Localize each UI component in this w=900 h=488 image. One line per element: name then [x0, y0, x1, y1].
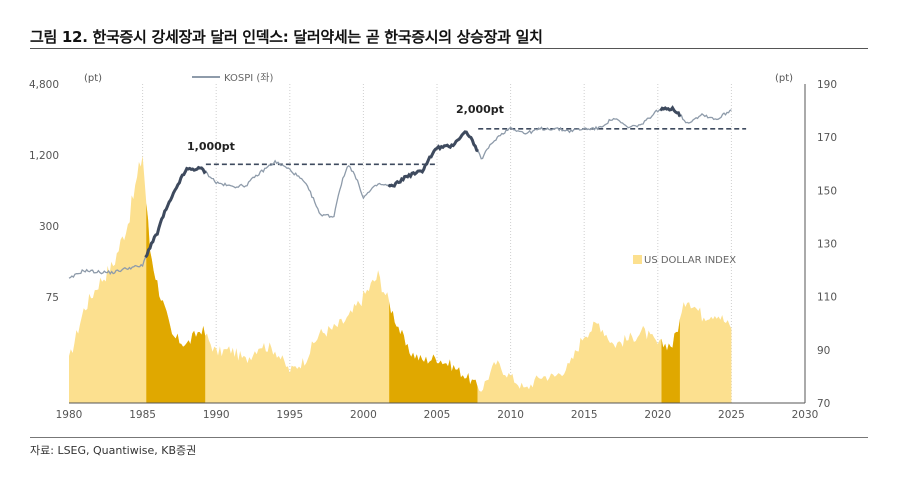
ytick-left-300: 300 — [39, 221, 59, 233]
left-axis-unit: (pt) — [84, 73, 102, 84]
ytick-right-190: 190 — [817, 79, 837, 91]
reference-lines — [205, 128, 747, 166]
footer-divider — [30, 437, 868, 438]
xtick-2005: 2005 — [424, 409, 451, 421]
legend-dollar: US DOLLAR INDEX — [633, 255, 736, 266]
ytick-right-170: 170 — [817, 132, 837, 144]
ytick-left-1200: 1,200 — [29, 150, 59, 162]
xtick-2010: 2010 — [497, 409, 524, 421]
annotation-2000pt: 2,000pt — [456, 103, 504, 116]
ytick-right-150: 150 — [817, 185, 837, 197]
xtick-2000: 2000 — [350, 409, 377, 421]
ytick-right-130: 130 — [817, 239, 837, 251]
dollar-weak-segment-1 — [146, 203, 206, 403]
kospi-series-line — [68, 106, 732, 279]
dollar-weak-segment-2 — [389, 301, 478, 403]
ytick-right-90: 90 — [817, 345, 830, 357]
dollar-index-area — [69, 155, 732, 403]
legend-kospi: KOSPI (좌) — [192, 72, 273, 84]
kospi-line — [68, 105, 732, 279]
kospi-bull-segment-2 — [387, 130, 479, 188]
legend-dollar-swatch — [633, 255, 642, 264]
xtick-1980: 1980 — [56, 409, 83, 421]
xtick-2020: 2020 — [644, 409, 671, 421]
kospi-bull-segment-3 — [659, 105, 682, 118]
annotation-1000pt: 1,000pt — [187, 140, 235, 153]
dollar-weak-segment-3 — [661, 318, 680, 403]
ytick-left-75: 75 — [46, 292, 59, 304]
xtick-2030: 2030 — [792, 409, 819, 421]
right-axis-unit: (pt) — [775, 73, 793, 84]
tick-labels: 1980 1985 1990 1995 2000 2005 2010 2015 2020 2025… — [29, 79, 837, 421]
xtick-1990: 1990 — [203, 409, 230, 421]
source-note: 자료: LSEG, Quantiwise, KB증권 — [30, 444, 197, 457]
title-divider — [30, 48, 868, 49]
axes — [69, 84, 806, 404]
legend-dollar-label: US DOLLAR INDEX — [644, 255, 736, 266]
ytick-right-70: 70 — [817, 398, 830, 410]
ytick-left-4800: 4,800 — [29, 79, 59, 91]
xtick-1985: 1985 — [129, 409, 156, 421]
xtick-2025: 2025 — [718, 409, 745, 421]
chart-title: 그림 12. 한국증시 강세장과 달러 인덱스: 달러약세는 곧 한국증시의 상… — [30, 28, 543, 46]
ytick-right-110: 110 — [817, 292, 837, 304]
xtick-2015: 2015 — [571, 409, 598, 421]
kospi-bull-segment-1 — [144, 165, 207, 259]
legend-kospi-label: KOSPI (좌) — [224, 72, 273, 84]
xtick-1995: 1995 — [276, 409, 303, 421]
